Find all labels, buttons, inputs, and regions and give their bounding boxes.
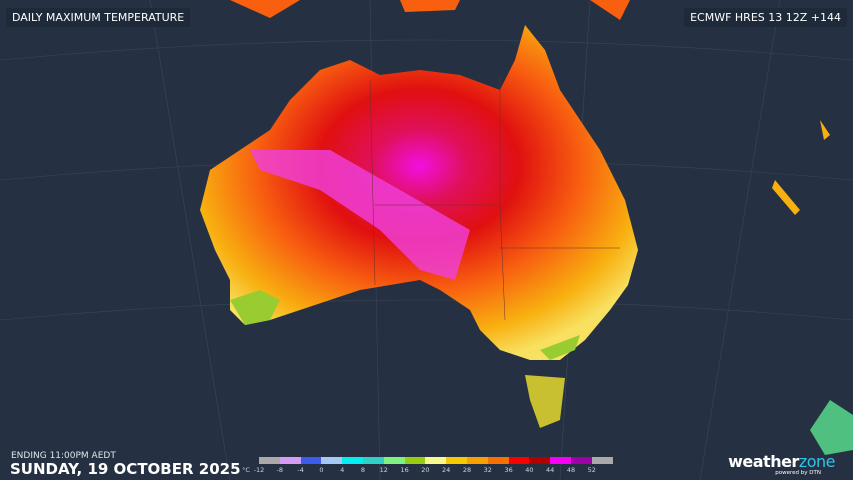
legend-swatch — [425, 457, 447, 464]
legend-swatch — [279, 457, 301, 464]
model-run-label: ECMWF HRES 13 12Z +144 — [684, 8, 847, 27]
legend-swatch — [446, 457, 467, 464]
australia-landmass — [200, 25, 638, 360]
forecast-date: SUNDAY, 19 OCTOBER 2025 — [10, 460, 241, 478]
legend-tick-label: 48 — [566, 466, 576, 474]
legend-tick-label: 36 — [504, 466, 513, 474]
legend-tick-label: -8 — [276, 466, 284, 474]
legend-swatch — [404, 457, 426, 464]
legend-tick-label: 20 — [421, 466, 430, 474]
legend-unit: °C — [242, 466, 250, 474]
legend-swatch — [383, 457, 405, 464]
logo-tagline: powered by DTN — [775, 470, 821, 476]
legend-tick-label: 24 — [442, 466, 451, 474]
legend-swatch — [362, 457, 384, 464]
legend-tick-label: 16 — [400, 466, 409, 474]
color-legend — [259, 457, 613, 464]
legend-swatch — [529, 457, 551, 464]
legend-tick-label: 28 — [462, 466, 472, 474]
map-title: DAILY MAXIMUM TEMPERATURE — [6, 8, 191, 27]
legend-tick-label: 44 — [546, 466, 555, 474]
weatherzone-logo: weatherzone — [728, 452, 835, 471]
legend-tick-label: 40 — [525, 466, 534, 474]
legend-tick-label: 52 — [587, 466, 596, 474]
valid-time-label: ENDING 11:00PM AEDT — [11, 451, 116, 461]
legend-swatch — [321, 457, 343, 464]
alpine-cool-region — [540, 335, 580, 360]
legend-swatch — [300, 457, 322, 464]
legend-ticks: °C -12 -8 -4 0 4 8 12 16 20 24 28 32 36 40 44 48 52 — [240, 466, 620, 478]
legend-swatch — [591, 457, 613, 464]
sw-cool-region — [230, 290, 280, 325]
northern-islands — [230, 0, 630, 20]
legend-tick-label: 12 — [379, 466, 388, 474]
legend-tick-label: 32 — [483, 466, 492, 474]
legend-swatch — [259, 457, 280, 464]
legend-tick-label: 4 — [340, 466, 345, 474]
state-borders — [369, 75, 620, 321]
legend-swatch — [570, 457, 592, 464]
hot-region — [250, 150, 470, 280]
legend-swatch — [342, 457, 363, 464]
pacific-islands — [772, 120, 830, 215]
legend-swatch — [550, 457, 571, 464]
legend-tick-label: 8 — [360, 466, 366, 474]
legend-swatch — [508, 457, 530, 464]
legend-swatch — [466, 457, 488, 464]
tasmania — [525, 375, 565, 428]
legend-tick-label: 0 — [319, 466, 324, 474]
legend-tick-label: -12 — [253, 466, 265, 474]
legend-swatch — [487, 457, 509, 464]
legend-tick-label: -4 — [297, 466, 304, 474]
new-zealand — [810, 400, 853, 455]
